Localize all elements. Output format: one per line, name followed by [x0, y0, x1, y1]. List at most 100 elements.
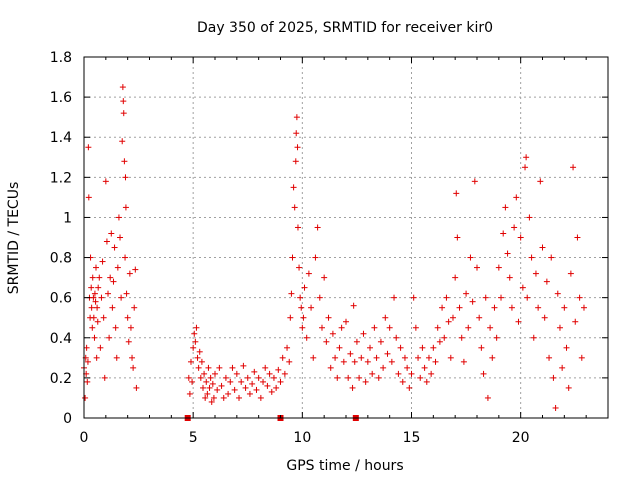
data-point — [103, 238, 110, 245]
data-point — [423, 378, 430, 385]
data-point — [500, 230, 507, 237]
data-point — [559, 364, 566, 371]
data-point — [191, 330, 198, 337]
data-point — [113, 354, 120, 361]
data-point — [316, 294, 323, 301]
data-point — [321, 274, 328, 281]
data-point — [270, 374, 277, 381]
data-point — [292, 158, 299, 165]
data-point — [417, 374, 424, 381]
data-point — [513, 194, 520, 201]
data-point — [332, 354, 339, 361]
data-point — [207, 374, 214, 381]
data-point — [187, 358, 194, 365]
data-point — [289, 254, 296, 261]
chart-title: Day 350 of 2025, SRMTID for receiver kir… — [197, 20, 493, 36]
data-point — [338, 324, 345, 331]
data-point — [576, 294, 583, 301]
data-point — [524, 294, 531, 301]
data-point — [563, 344, 570, 351]
data-point — [380, 364, 387, 371]
data-point — [474, 264, 480, 271]
data-point — [447, 354, 454, 361]
data-point — [192, 338, 199, 345]
data-point — [90, 314, 97, 321]
data-point — [430, 344, 437, 351]
data-point — [89, 274, 96, 281]
data-point — [517, 234, 524, 241]
data-point — [334, 374, 341, 381]
data-point — [356, 374, 363, 381]
data-point — [101, 374, 108, 381]
y-tick-label: 0.4 — [50, 331, 72, 347]
data-point — [85, 144, 92, 151]
data-point — [298, 304, 305, 311]
data-point — [445, 318, 452, 325]
data-point — [99, 258, 106, 265]
data-point — [526, 214, 533, 221]
data-point — [493, 334, 500, 341]
data-point — [395, 370, 402, 377]
x-axis-label: GPS time / hours — [286, 458, 403, 474]
data-point — [114, 264, 121, 271]
data-point — [535, 304, 542, 311]
data-point — [495, 264, 502, 271]
data-point — [194, 354, 201, 361]
data-point — [299, 324, 306, 331]
data-point — [421, 364, 428, 371]
axis-ticks: 0 0.2 0.4 0.6 0.8 1 1.2 1.4 1.6 1.8 0 5 10 15 20 — [50, 50, 608, 446]
data-point — [286, 358, 293, 365]
data-point — [97, 344, 104, 351]
y-tick-label: 1.2 — [50, 170, 72, 186]
data-point — [111, 244, 118, 251]
data-point — [310, 354, 317, 361]
data-point — [93, 264, 100, 271]
data-point — [186, 390, 193, 397]
data-point — [92, 298, 99, 305]
data-point — [362, 378, 369, 385]
data-point — [244, 374, 251, 381]
data-point — [100, 314, 107, 321]
data-point — [290, 184, 297, 191]
data-point — [236, 394, 243, 401]
data-point — [301, 284, 308, 291]
x-tick-label: 20 — [512, 430, 530, 446]
data-point — [439, 304, 446, 311]
data-point — [122, 174, 129, 181]
data-point — [118, 294, 125, 301]
data-point — [329, 330, 336, 337]
data-point — [196, 348, 203, 355]
data-point — [384, 350, 391, 357]
data-point — [305, 270, 312, 277]
data-point — [463, 290, 470, 297]
data-point — [399, 378, 406, 385]
data-point — [253, 386, 260, 393]
x-tick-label: 15 — [403, 430, 421, 446]
data-point — [204, 390, 211, 397]
y-tick-label: 0 — [63, 411, 72, 427]
data-point — [471, 178, 478, 185]
data-point — [367, 344, 374, 351]
data-point — [386, 324, 393, 331]
data-point — [294, 144, 301, 151]
data-point — [360, 330, 367, 337]
data-point — [300, 314, 307, 321]
data-point — [294, 224, 301, 231]
data-point — [523, 154, 530, 161]
data-point — [106, 334, 113, 341]
data-point — [231, 386, 238, 393]
data-point — [85, 194, 92, 201]
data-point — [419, 344, 426, 351]
data-point — [391, 294, 398, 301]
data-point — [541, 314, 548, 321]
data-point — [199, 384, 206, 391]
data-point — [220, 394, 227, 401]
data-point — [453, 190, 460, 197]
data-point — [504, 250, 511, 257]
data-point — [561, 304, 568, 311]
data-point — [350, 302, 357, 309]
data-point — [205, 364, 212, 371]
data-point — [480, 370, 487, 377]
data-point — [185, 374, 192, 381]
